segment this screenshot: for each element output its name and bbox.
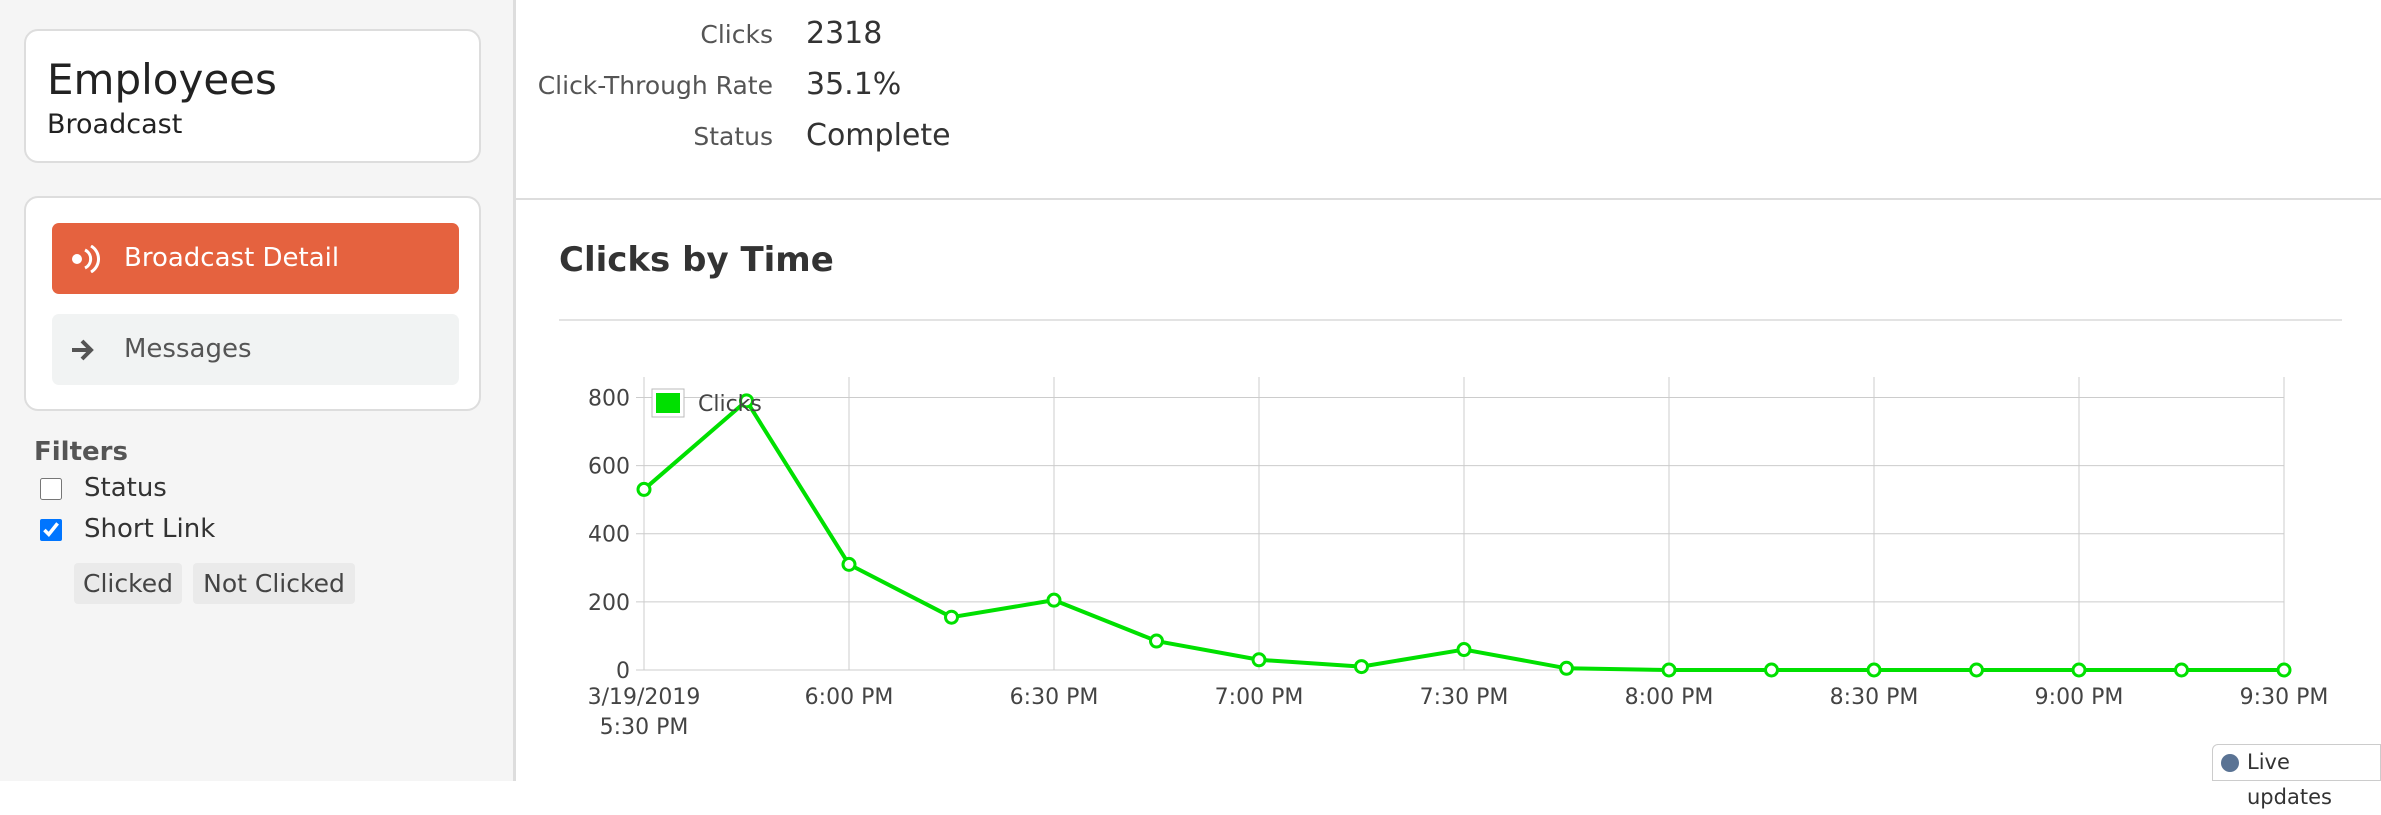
y-tick-label: 800 [588, 386, 630, 411]
point [636, 481, 652, 497]
point [1456, 642, 1472, 658]
point [1251, 652, 1267, 668]
point [2276, 662, 2292, 678]
checkbox[interactable] [40, 519, 62, 541]
divider [559, 319, 2342, 321]
point [944, 609, 959, 625]
point [1354, 659, 1369, 675]
nav-card: Broadcast Detail Messages [24, 196, 481, 411]
x-tick-label: 7:00 PM [1214, 685, 1304, 710]
point [739, 393, 754, 409]
point [1969, 662, 1984, 678]
point [1764, 662, 1779, 678]
divider [516, 198, 2381, 200]
subtitle: Broadcast [47, 109, 183, 140]
x-tick-label: 3/19/2019 5:30 PM [587, 685, 701, 740]
point [1046, 592, 1062, 608]
broadcast-icon [72, 245, 100, 273]
nav-label: Broadcast Detail [124, 243, 340, 273]
point [841, 556, 857, 572]
point [1559, 660, 1574, 676]
stat-label: Clicks [700, 20, 773, 49]
legend-label: Clicks [698, 392, 762, 417]
nav-button[interactable]: Messages [52, 314, 459, 385]
chart: 0 200 400 600 800 Clicks [588, 377, 2292, 684]
x-tick-label: 8:00 PM [1624, 685, 1714, 710]
live-updates[interactable]: Live updates [2212, 744, 2381, 809]
point [1661, 662, 1677, 678]
x-tick-label: 9:30 PM [2239, 685, 2329, 710]
section-title: Clicks by Time [559, 240, 834, 280]
stat-value: 2318 [806, 16, 883, 51]
point [1866, 662, 1882, 678]
x-tick-label: 6:30 PM [1009, 685, 1099, 710]
stat-value: 35.1% [806, 67, 902, 102]
x-tick-label: 9:00 PM [2034, 685, 2124, 710]
arrow-icon [72, 339, 94, 361]
legend-swatch [656, 393, 680, 413]
live-label: Live updates [2247, 750, 2332, 809]
y-tick-label: 0 [616, 659, 630, 684]
nav-label: Messages [124, 334, 252, 364]
filter-button[interactable]: Not Clicked [193, 563, 355, 604]
stat-label: Click-Through Rate [537, 71, 773, 100]
filters-heading: Filters [34, 437, 128, 467]
x-tick-label: 8:30 PM [1829, 685, 1919, 710]
status-dot [2221, 754, 2239, 772]
y-tick-label: 600 [588, 455, 630, 480]
point [1149, 633, 1164, 649]
header-card: Employees Broadcast [24, 29, 481, 163]
stat-label: Status [693, 122, 773, 151]
stat-value: Complete [806, 118, 951, 153]
filter-button[interactable]: Clicked [74, 563, 182, 604]
filter-label: Status [84, 473, 167, 503]
title: Employees [47, 55, 277, 104]
y-tick-label: 400 [588, 523, 630, 548]
x-tick-label: 7:30 PM [1419, 685, 1509, 710]
checkbox[interactable] [40, 478, 62, 500]
nav-button[interactable]: Broadcast Detail [52, 223, 459, 294]
filter-label: Short Link [84, 514, 216, 544]
y-tick-label: 200 [588, 591, 630, 616]
point [2174, 662, 2189, 678]
point [2071, 662, 2087, 678]
sidebar: Employees Broadcast Broadcast Detail Mes… [0, 0, 516, 781]
x-tick-label: 6:00 PM [804, 685, 894, 710]
